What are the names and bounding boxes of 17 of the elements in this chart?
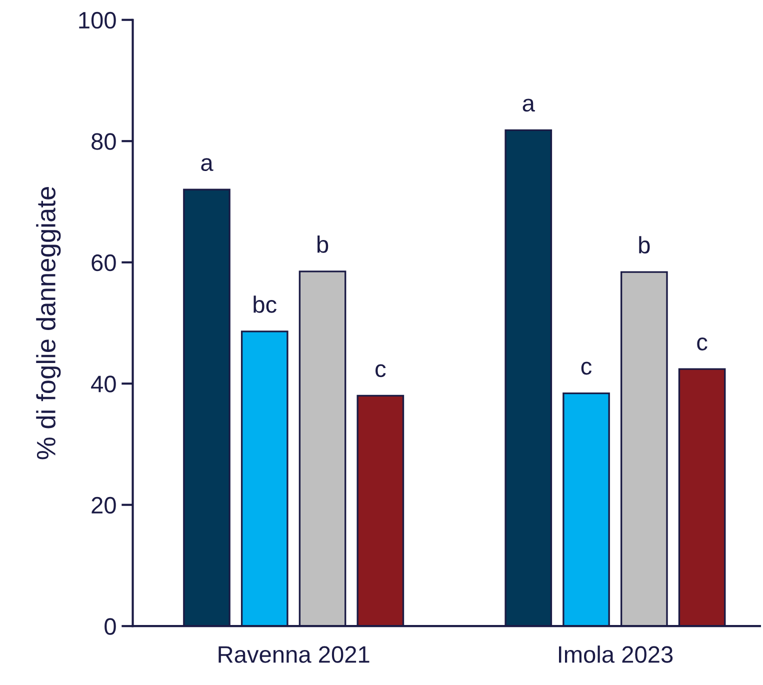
data-label: bc (254, 296, 276, 313)
data-label: c (581, 362, 592, 375)
y-tick-label: 80 (92, 133, 116, 150)
y-tick-label: 100 (79, 12, 116, 29)
y-tick-label: 0 (104, 618, 116, 635)
y-tick-label: 40 (91, 376, 116, 392)
data-label: a (522, 98, 535, 112)
data-label: b (639, 236, 650, 254)
y-axis-title: % di foglie danneggiate (36, 186, 61, 460)
data-label: c (697, 338, 708, 350)
data-label: b (317, 236, 328, 253)
x-tick-label: Ravenna 2021 (218, 646, 370, 663)
x-tick-label: Imola 2023 (558, 646, 673, 663)
y-tick-label: 20 (92, 496, 116, 514)
data-label: a (201, 158, 214, 172)
y-tick-label: 60 (92, 254, 116, 272)
data-label: c (376, 364, 386, 378)
